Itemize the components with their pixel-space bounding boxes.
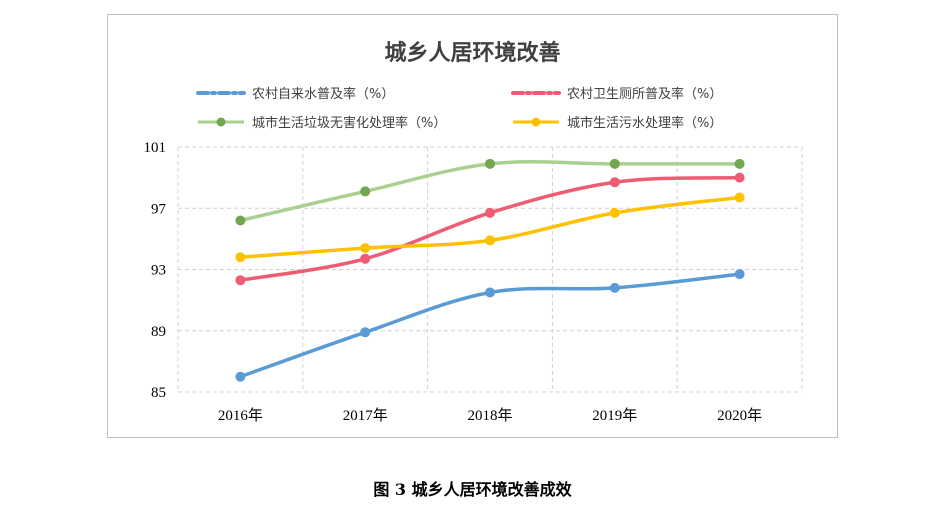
legend-label: 农村自来水普及率（%） bbox=[252, 87, 395, 102]
figure-caption: 图 3 城乡人居环境改善成效 bbox=[373, 480, 572, 499]
y-tick-label: 89 bbox=[151, 324, 166, 340]
data-point-2 bbox=[609, 158, 620, 169]
data-point-1 bbox=[485, 207, 495, 218]
data-point-1 bbox=[609, 177, 620, 188]
legend-item-rural-toilet: 农村卫生厕所普及率（%） bbox=[511, 83, 722, 102]
data-point-2 bbox=[360, 186, 371, 197]
data-point-3 bbox=[734, 192, 745, 203]
chart-frame: 城乡人居环境改善 农村自来水普及率（%） 农村卫生厕所普及率（%） 城市生活垃圾… bbox=[107, 14, 838, 438]
y-tick-label: 101 bbox=[144, 140, 167, 156]
legend-label: 城市生活污水处理率（%） bbox=[567, 116, 723, 131]
data-point-1 bbox=[360, 253, 371, 264]
legend-item-urban-waste: 城市生活垃圾无害化处理率（%） bbox=[196, 112, 446, 131]
data-point-0 bbox=[734, 269, 745, 280]
legend-label: 农村卫生厕所普及率（%） bbox=[567, 87, 723, 102]
data-point-2 bbox=[485, 158, 495, 169]
x-tick-label: 2016年 bbox=[218, 407, 263, 424]
data-point-3 bbox=[360, 243, 371, 254]
x-tick-label: 2019年 bbox=[592, 407, 637, 424]
y-tick-label: 97 bbox=[151, 201, 167, 217]
series-line-3 bbox=[240, 195, 740, 259]
legend-item-rural-water: 农村自来水普及率（%） bbox=[196, 83, 394, 102]
y-tick-label: 85 bbox=[151, 385, 166, 401]
data-point-3 bbox=[235, 252, 246, 263]
legend-label: 城市生活垃圾无害化处理率（%） bbox=[252, 116, 447, 131]
data-point-0 bbox=[360, 327, 371, 338]
data-point-1 bbox=[734, 172, 745, 183]
data-point-1 bbox=[235, 275, 246, 286]
legend-item-urban-sewage: 城市生活污水处理率（%） bbox=[511, 112, 722, 131]
x-tick-label: 2020年 bbox=[717, 407, 762, 424]
data-point-2 bbox=[235, 215, 246, 226]
data-point-0 bbox=[609, 282, 620, 293]
data-point-0 bbox=[485, 287, 495, 298]
data-point-2 bbox=[734, 158, 745, 169]
data-point-0 bbox=[235, 371, 246, 382]
x-tick-label: 2018年 bbox=[467, 407, 512, 424]
y-tick-label: 93 bbox=[151, 263, 166, 279]
series-line-1 bbox=[240, 175, 740, 282]
data-point-3 bbox=[609, 207, 620, 218]
chart-title: 城乡人居环境改善 bbox=[384, 41, 561, 66]
data-point-3 bbox=[485, 235, 495, 246]
x-tick-label: 2017年 bbox=[343, 407, 388, 424]
